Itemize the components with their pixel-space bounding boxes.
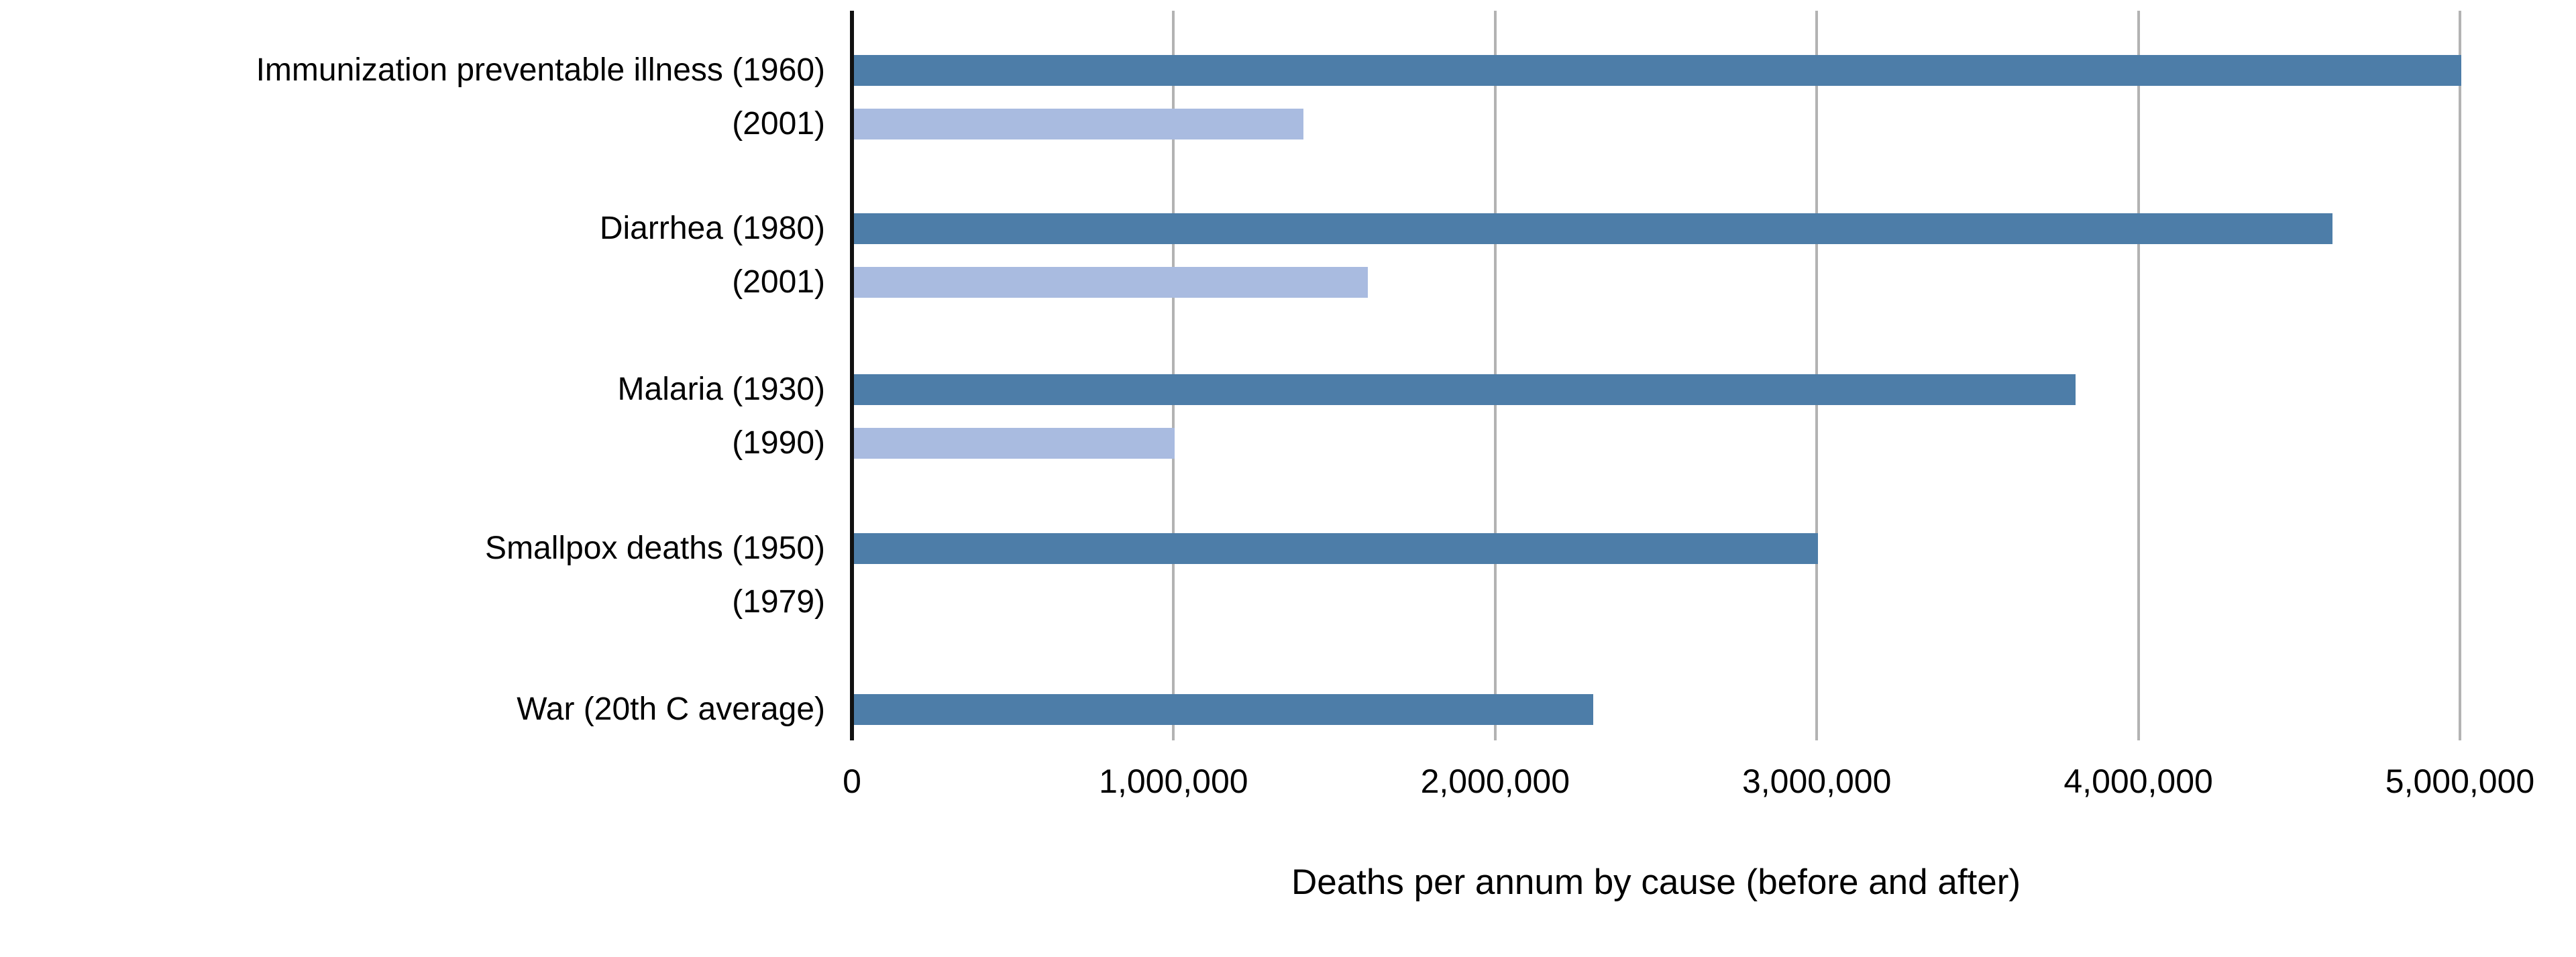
x-tick-label: 0 [843, 763, 861, 800]
gridline [2137, 11, 2140, 740]
category-label-after: (2001) [732, 106, 825, 142]
category-label-after: (1979) [732, 584, 825, 620]
x-axis-title: Deaths per annum by cause (before and af… [1291, 862, 2021, 902]
x-tick-label: 3,000,000 [1741, 763, 1892, 800]
x-tick-label: 4,000,000 [2063, 763, 2213, 800]
category-label-before: Diarrhea (1980) [599, 211, 825, 246]
category-label-before: War (20th C average) [517, 691, 825, 727]
category-label-before: Malaria (1930) [617, 372, 825, 407]
bar-before [853, 533, 1818, 564]
category-label-before: Smallpox deaths (1950) [485, 530, 825, 566]
gridline [2459, 11, 2461, 740]
y-axis-line [850, 11, 854, 740]
bar-before [853, 694, 1593, 725]
bar-before [853, 374, 2076, 405]
bar-before [853, 55, 2461, 86]
bar-after [853, 428, 1175, 459]
category-label-before: Immunization preventable illness (1960) [256, 52, 825, 88]
bar-before [853, 213, 2332, 244]
x-tick-label: 5,000,000 [2385, 763, 2535, 800]
category-label-after: (1990) [732, 425, 825, 461]
x-tick-label: 1,000,000 [1099, 763, 1248, 800]
category-label-after: (2001) [732, 264, 825, 300]
bar-after [853, 109, 1303, 139]
bar-after [853, 267, 1368, 298]
x-tick-label: 2,000,000 [1420, 763, 1570, 800]
